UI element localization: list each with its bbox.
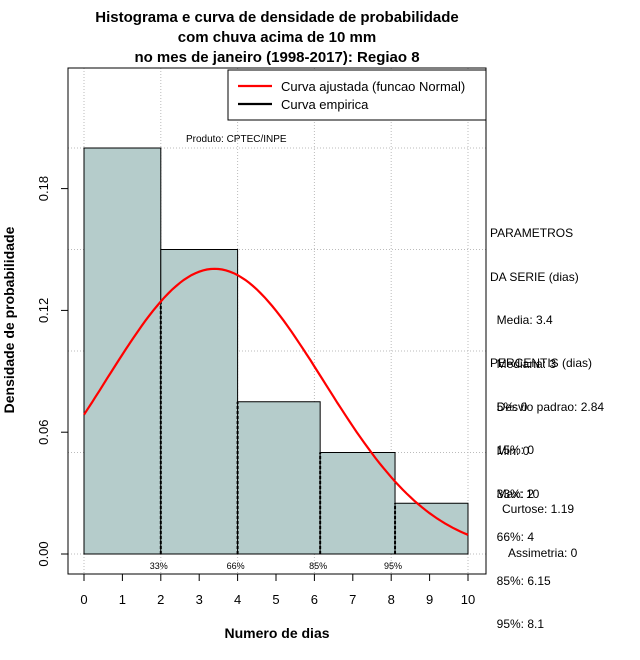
histogram-bar-1 (83, 147, 162, 555)
chart-title-line-3: no mes de janeiro (1998-2017): Regiao 8 (134, 49, 419, 66)
legend-empirical-label: Curva empirica (281, 97, 369, 112)
param-mediana: Mediana: 3 (490, 356, 557, 371)
curtose: Curtose: 1.19 (502, 502, 575, 516)
x-tick-label-9: 9 (426, 592, 433, 607)
percentil-66: 66%: 4 (490, 530, 535, 544)
y-tick-label-3: 0.18 (36, 176, 51, 201)
histogram-bar-5 (394, 502, 469, 555)
chart-title-line-2: com chuva acima de 10 mm (178, 29, 376, 46)
percentil-85: 85%: 6.15 (490, 573, 551, 588)
x-tick-label-0: 0 (80, 592, 87, 607)
x-tick-label-7: 7 (349, 592, 356, 607)
plot-frame (67, 67, 487, 575)
param-min: Min: 0 (490, 443, 530, 458)
param-max: Max: 10 (490, 487, 540, 501)
param-desvio: Desvio padrao: 2.84 (490, 400, 605, 414)
y-axis-label: Densidade de probabilidade (1, 226, 17, 413)
histogram-bar-3 (237, 401, 321, 555)
x-tick-label-3: 3 (196, 592, 203, 607)
x-axis-label: Numero de dias (224, 625, 329, 641)
x-tick-label-8: 8 (388, 592, 395, 607)
series-parameters: PARAMETROS DA SERIE (dias) Media: 3.4 Me… (490, 197, 604, 516)
percentil-15: 15%: 0 (490, 443, 535, 457)
x-tick-label-1: 1 (119, 592, 126, 607)
percentile-label-85: 85% (309, 561, 327, 571)
params-title-2: DA SERIE (dias) (490, 269, 579, 284)
y-tick-label-1: 0.06 (36, 420, 51, 445)
percentil-33: 33%: 2 (490, 486, 535, 501)
param-media: Media: 3.4 (490, 313, 553, 327)
x-tick-label-5: 5 (272, 592, 279, 607)
x-tick-label-2: 2 (157, 592, 164, 607)
normal-curve (83, 267, 469, 536)
params-title-1: PARAMETROS (490, 226, 574, 240)
percentile-label-66: 66% (227, 561, 245, 571)
shape-stats: Curtose: 1.19 Assimetria: 0 (502, 473, 577, 575)
y-tick-label-0: 0.00 (36, 541, 51, 566)
histogram-bar-2 (160, 249, 239, 555)
percentil-5: 5%: 0 (490, 399, 528, 414)
percentil-95: 95%: 8.1 (490, 617, 545, 631)
percentiles-block: PERCENTIS (dias) 5%: 0 15%: 0 33%: 2 66%… (490, 327, 592, 646)
x-tick-label-6: 6 (311, 592, 318, 607)
percentis-title: PERCENTIS (dias) (490, 356, 593, 370)
percentile-label-95: 95% (384, 561, 402, 571)
product-annotation: Produto: CPTEC/INPE (186, 134, 287, 145)
chart-title-line-1: Histograma e curva de densidade de proba… (95, 9, 458, 26)
x-tick-label-4: 4 (234, 592, 241, 607)
x-tick-label-10: 10 (461, 592, 475, 607)
percentile-label-33: 33% (150, 561, 168, 571)
legend-box (227, 69, 487, 121)
y-tick-label-2: 0.12 (36, 298, 51, 323)
assimetria: Assimetria: 0 (502, 545, 578, 560)
legend-normal-label: Curva ajustada (funcao Normal) (281, 79, 465, 94)
